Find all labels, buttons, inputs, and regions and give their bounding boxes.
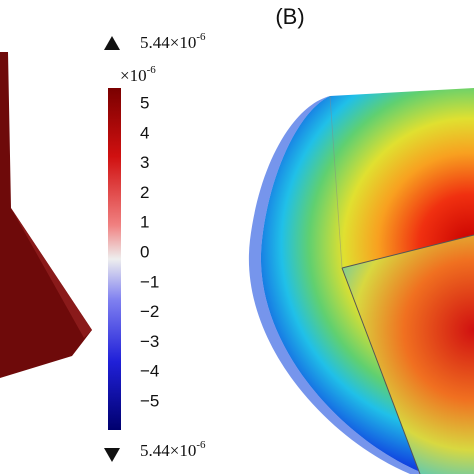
min-label: 5.44×10-6: [140, 439, 206, 460]
colorbar-tick-label: 2: [140, 183, 149, 202]
colorbar-tick-label: −3: [140, 332, 159, 351]
unit-base: ×10: [120, 66, 147, 85]
unit-exponent: -6: [147, 64, 157, 76]
min-marker: [104, 448, 120, 462]
colorbar-tick-label: 1: [140, 213, 149, 232]
max-label-exponent: -6: [196, 31, 206, 43]
cylinder: [248, 88, 474, 474]
colorbar-tick-label: 3: [140, 153, 149, 172]
min-label-exponent: -6: [196, 439, 206, 451]
max-marker: [104, 36, 120, 50]
colorbar-tick-label: 0: [140, 242, 149, 261]
panel-label: (B): [275, 4, 304, 29]
colorbar: [108, 88, 121, 430]
colorbar-tick-label: −2: [140, 302, 159, 321]
max-label-base: 5.44×10: [140, 33, 196, 52]
colorbar-tick-label: 4: [140, 123, 149, 142]
colorbar-ticks: 5 4 3 2 1 0 −1 −2 −3 −4 −5: [140, 93, 159, 410]
colorbar-tick-label: −1: [140, 272, 159, 291]
min-label-base: 5.44×10: [140, 441, 196, 460]
colorbar-tick-label: −4: [140, 362, 159, 381]
max-label: 5.44×10-6: [140, 31, 206, 52]
colorbar-tick-label: 5: [140, 93, 149, 112]
unit-label: ×10-6: [120, 64, 156, 85]
colorbar-tick-label: −5: [140, 391, 159, 410]
left-geometry: [0, 52, 92, 378]
